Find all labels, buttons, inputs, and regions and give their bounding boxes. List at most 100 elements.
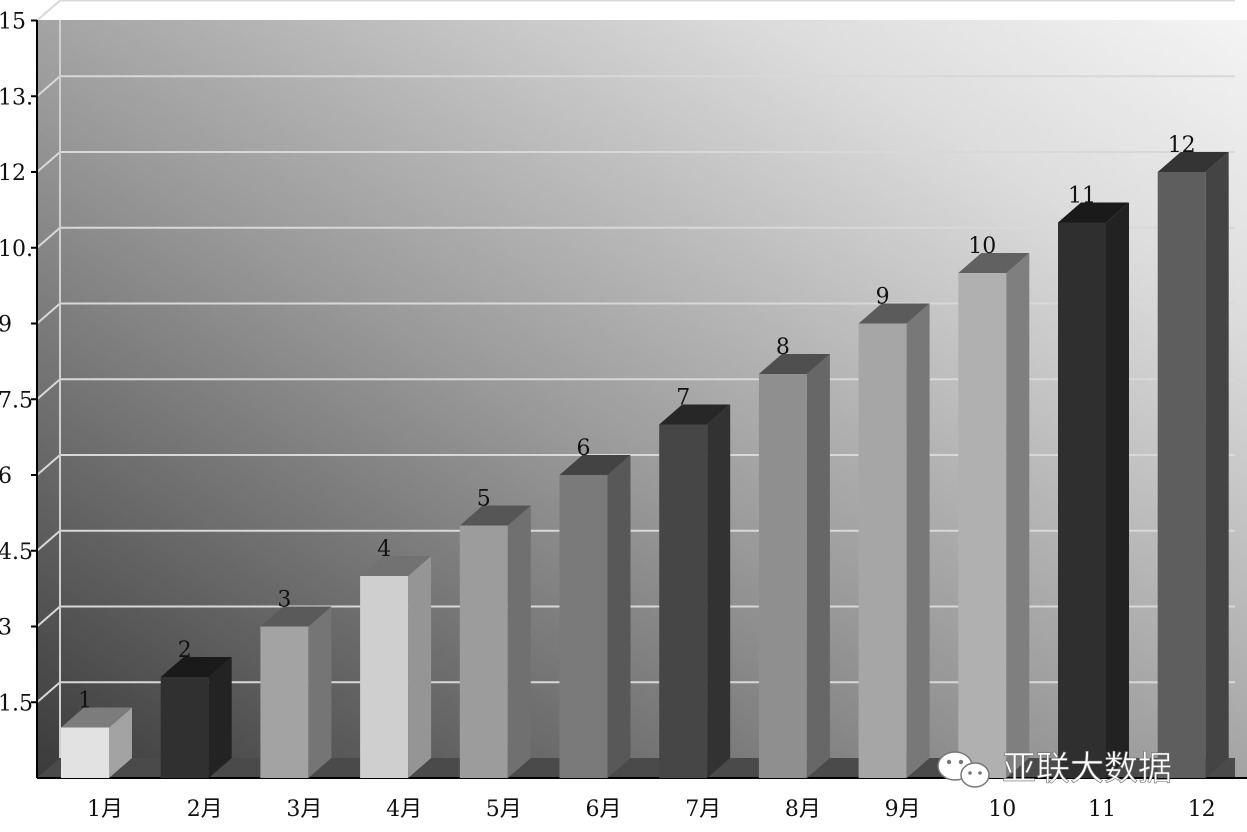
data-label: 9 (876, 285, 890, 310)
bar-top (659, 404, 731, 425)
bar-top (260, 606, 332, 627)
gridlines (36, 0, 1235, 758)
bar-top (559, 455, 631, 475)
x-axis-labels: 1月 2月 3月 4月 5月 6月 7月 8月 9月 10 11 12 (87, 797, 1216, 822)
bar-front (659, 424, 708, 778)
bar-side (109, 707, 132, 778)
bar-top (1058, 202, 1129, 223)
y-tick-label: 6 (0, 464, 12, 489)
x-tick-label: 7月 (685, 797, 721, 822)
bar-front (459, 525, 508, 778)
watermark-text: 亚联大数据 (1002, 749, 1172, 789)
bar-front (1058, 222, 1106, 778)
plot-area (37, 20, 1247, 778)
x-tick-label: 8月 (785, 797, 821, 822)
x-tick-label: 9月 (885, 797, 921, 822)
bar-side (707, 404, 731, 778)
wechat-icon (937, 751, 990, 788)
data-label: 5 (477, 487, 491, 512)
gridline-wall (36, 226, 61, 249)
data-label: 4 (377, 537, 391, 562)
data-label: 10 (968, 234, 996, 259)
data-label: 7 (676, 386, 690, 411)
bar (858, 303, 930, 778)
bar-top (360, 556, 432, 576)
y-tick-label: 15 (0, 10, 26, 35)
bar (758, 354, 830, 778)
bar-side (906, 303, 930, 778)
x-tick-label: 6月 (586, 797, 622, 822)
bar-front (858, 323, 907, 778)
gridline-wall (36, 605, 61, 628)
data-label: 11 (1068, 184, 1096, 209)
x-tick-label: 2月 (187, 797, 223, 822)
bar-side (1006, 253, 1030, 778)
gridline-wall (36, 681, 61, 704)
bar-side (1106, 202, 1129, 778)
bar-side (507, 505, 531, 778)
bar-side (408, 556, 432, 778)
gridline-wall (36, 151, 61, 173)
bar-top (459, 505, 531, 526)
x-tick-label: 12 (1188, 797, 1216, 822)
bar (559, 455, 631, 778)
bar-top (1157, 152, 1229, 172)
bar (1058, 202, 1129, 778)
gridline-wall (36, 75, 61, 98)
bar (958, 253, 1030, 778)
x-tick-label: 10 (988, 797, 1016, 822)
y-tick-label: 1.5 (0, 691, 33, 716)
bar-front (360, 576, 409, 778)
data-label: 3 (277, 588, 291, 613)
bar (459, 505, 531, 778)
data-label: 6 (577, 436, 591, 461)
x-tick-label: 4月 (386, 797, 422, 822)
bar-side (1205, 152, 1229, 778)
bar (61, 707, 132, 778)
x-tick-label: 11 (1088, 797, 1116, 822)
y-tick-label: 12 (0, 161, 26, 186)
plot-background (37, 20, 1247, 778)
gridline-wall (36, 454, 61, 476)
bar (1157, 152, 1229, 778)
bar-side (607, 455, 631, 778)
bar (160, 657, 232, 778)
x-tick-label: 5月 (486, 797, 522, 822)
bar-front (160, 677, 209, 778)
bars (61, 152, 1229, 778)
y-tick-label: 4.5 (0, 540, 33, 565)
bar-front (559, 475, 608, 778)
data-label: 8 (776, 335, 790, 360)
bar-front (61, 727, 109, 778)
data-label: 2 (178, 638, 192, 663)
x-tick-label: 1月 (87, 797, 123, 822)
bar-front (958, 273, 1007, 778)
gridline-wall (36, 529, 61, 552)
y-tick-label: 10. (0, 237, 33, 262)
bar-front (260, 626, 309, 778)
gridline-wall (36, 0, 61, 22)
bar-top (958, 253, 1030, 273)
bar-front (758, 374, 807, 778)
bar-side (806, 354, 830, 778)
data-label: 12 (1168, 133, 1196, 158)
y-tick-label: 3 (0, 616, 12, 641)
y-tick-label: 13. (0, 85, 33, 110)
bar-side (308, 606, 332, 778)
watermark: 亚联大数据 (937, 749, 1172, 789)
bar-side (208, 657, 232, 778)
bar-top (160, 657, 232, 677)
bar-top (758, 354, 830, 374)
y-tick-label: 9 (0, 313, 12, 338)
bar (659, 404, 731, 778)
gridline-wall (36, 378, 61, 401)
bar (360, 556, 432, 778)
y-tick-label: 7.5 (0, 388, 33, 413)
bar-front (1157, 172, 1206, 778)
bar-top (61, 707, 132, 728)
plot-floor (37, 758, 1235, 778)
bar (260, 606, 332, 778)
data-label: 1 (78, 689, 92, 714)
